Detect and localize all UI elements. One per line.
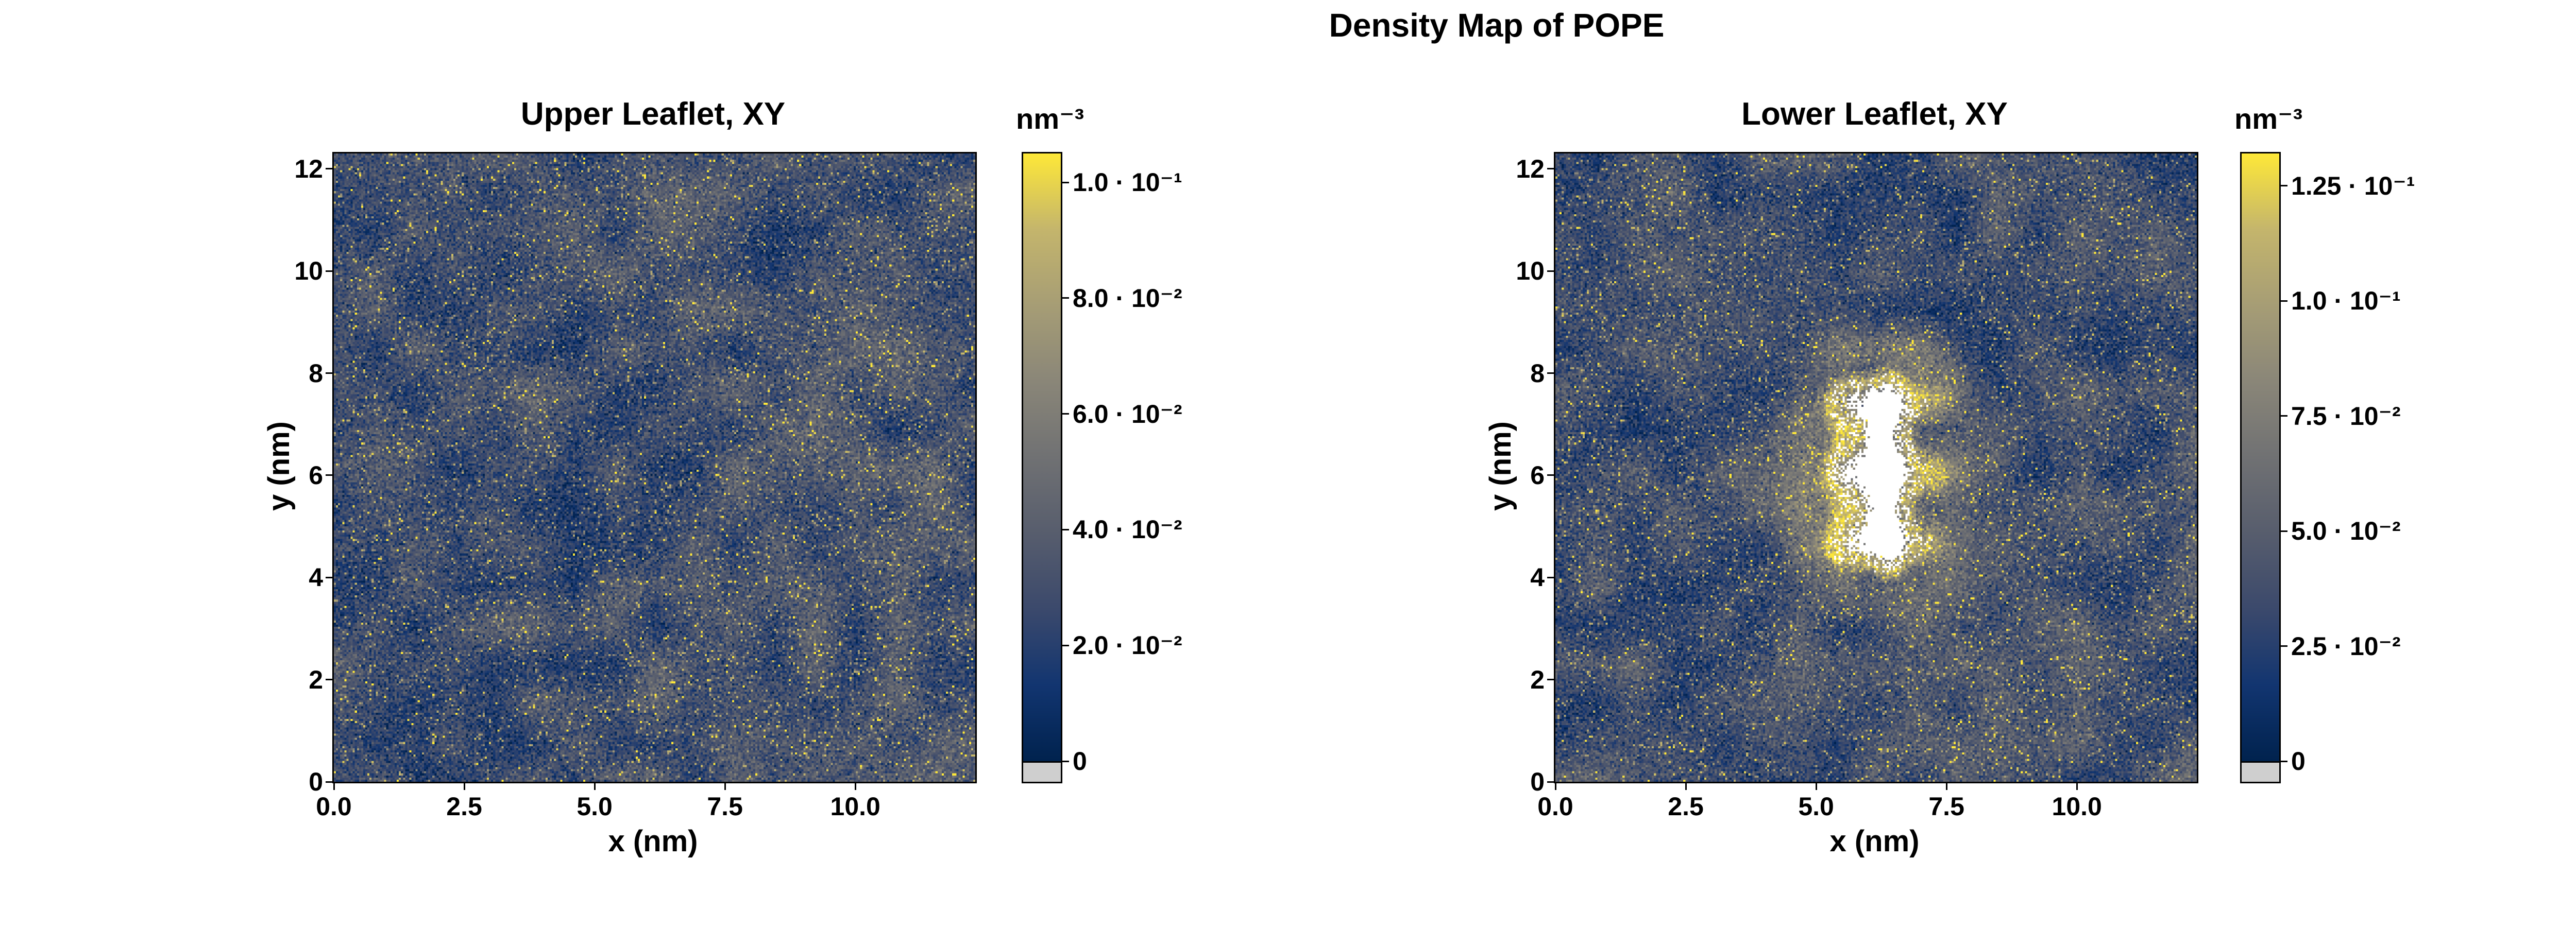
x-tick [2076, 783, 2078, 790]
colorbar-tick [2281, 415, 2287, 417]
x-tick [1815, 783, 1817, 790]
x-tick-label: 2.5 [446, 792, 482, 821]
colorbar-tick [2281, 300, 2287, 302]
colorbar-tick [1062, 760, 1069, 762]
y-tick-label: 12 [294, 154, 323, 183]
colorbar-under-patch [1023, 761, 1061, 782]
y-tick [1547, 474, 1554, 476]
colorbar-tick [1062, 528, 1069, 530]
colorbar-tick [1062, 297, 1069, 299]
x-tick-label: 7.5 [707, 792, 743, 821]
colorbar-tick-label: 1.25 · 10⁻¹ [2291, 171, 2415, 200]
colorbar-tick [1062, 181, 1069, 183]
x-tick [463, 783, 465, 790]
y-tick [1547, 679, 1554, 681]
y-tick [326, 168, 332, 170]
colorbar [1022, 152, 1062, 783]
y-tick [1547, 270, 1554, 272]
colorbar-tick-label: 7.5 · 10⁻² [2291, 401, 2401, 431]
x-tick-label: 5.0 [577, 792, 613, 821]
y-tick [1547, 372, 1554, 374]
x-tick-label: 2.5 [1668, 792, 1704, 821]
y-tick-label: 8 [309, 358, 323, 388]
x-tick [1554, 783, 1556, 790]
colorbar-tick-label: 0 [2291, 747, 2306, 776]
y-tick-label: 6 [1530, 460, 1545, 490]
colorbar [2240, 152, 2281, 783]
y-tick [1547, 781, 1554, 783]
y-tick [326, 474, 332, 476]
y-tick-label: 2 [1530, 665, 1545, 694]
x-tick-label: 0.0 [316, 792, 352, 821]
figure-title: Density Map of POPE [1329, 7, 1665, 44]
y-tick-label: 8 [1530, 358, 1545, 388]
colorbar-unit-label: nm⁻³ [2234, 102, 2303, 135]
y-tick-label: 4 [1530, 563, 1545, 592]
x-tick [1945, 783, 1947, 790]
x-tick-label: 7.5 [1928, 792, 1964, 821]
colorbar-under-patch [2242, 761, 2279, 782]
heatmap-canvas [334, 153, 975, 782]
y-tick-label: 0 [1530, 767, 1545, 796]
x-tick [1685, 783, 1687, 790]
colorbar-tick-label: 2.0 · 10⁻² [1073, 631, 1182, 660]
colorbar-tick-label: 8.0 · 10⁻² [1073, 283, 1182, 313]
colorbar-tick-label: 1.0 · 10⁻¹ [1073, 168, 1182, 197]
y-tick-label: 10 [294, 256, 323, 286]
colorbar-tick [1062, 413, 1069, 415]
x-tick [594, 783, 596, 790]
colorbar-unit-label: nm⁻³ [1016, 102, 1084, 135]
plot-area [1554, 152, 2198, 783]
y-tick-label: 4 [309, 563, 323, 592]
colorbar-tick-label: 1.0 · 10⁻¹ [2291, 286, 2401, 316]
y-tick [1547, 168, 1554, 170]
colorbar-tick-label: 4.0 · 10⁻² [1073, 515, 1182, 544]
x-tick-label: 5.0 [1798, 792, 1834, 821]
x-tick [854, 783, 856, 790]
heatmap-canvas [1555, 153, 2197, 782]
panel-title: Lower Leaflet, XY [1741, 96, 2008, 132]
x-tick [333, 783, 335, 790]
colorbar-tick-label: 6.0 · 10⁻² [1073, 399, 1182, 428]
colorbar-tick [2281, 530, 2287, 532]
colorbar-tick [1062, 644, 1069, 646]
y-tick [326, 781, 332, 783]
colorbar-tick-label: 2.5 · 10⁻² [2291, 631, 2401, 661]
colorbar-tick-label: 5.0 · 10⁻² [2291, 517, 2401, 546]
y-tick [326, 679, 332, 681]
colorbar-tick-label: 0 [1073, 747, 1087, 776]
y-tick-label: 12 [1516, 154, 1545, 183]
x-tick [724, 783, 726, 790]
y-tick [326, 270, 332, 272]
colorbar-tick [2281, 645, 2287, 647]
panel-title: Upper Leaflet, XY [520, 96, 786, 132]
y-tick-label: 0 [309, 767, 323, 796]
plot-area [332, 152, 977, 783]
x-tick-label: 0.0 [1537, 792, 1573, 821]
y-tick-label: 6 [309, 460, 323, 490]
y-tick [326, 372, 332, 374]
x-tick-label: 10.0 [830, 792, 880, 821]
colorbar-gradient [1023, 153, 1061, 761]
x-axis-label: x (nm) [608, 825, 698, 858]
y-tick-label: 2 [309, 665, 323, 694]
colorbar-gradient [2242, 153, 2279, 761]
x-tick-label: 10.0 [2052, 792, 2102, 821]
y-tick [326, 576, 332, 578]
x-axis-label: x (nm) [1829, 825, 1920, 858]
y-tick-label: 10 [1516, 256, 1545, 286]
y-tick [1547, 576, 1554, 578]
colorbar-tick [2281, 185, 2287, 187]
colorbar-tick [2281, 760, 2287, 762]
